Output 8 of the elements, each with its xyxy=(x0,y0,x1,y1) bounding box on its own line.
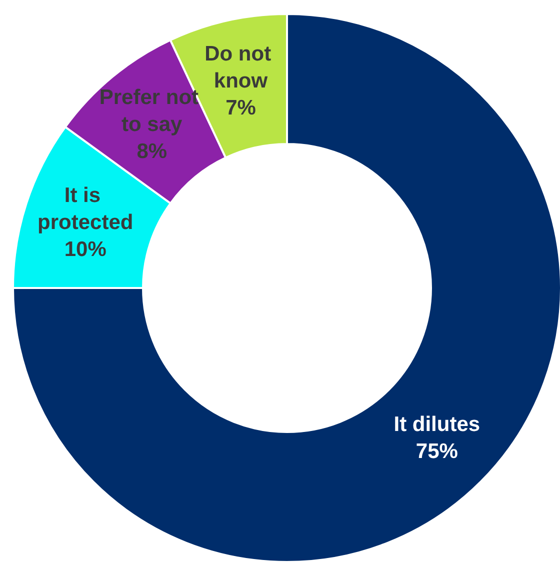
slice-label: It is protected xyxy=(38,184,134,234)
data-label: 8% xyxy=(136,140,168,164)
data-label: 10% xyxy=(64,238,107,261)
slice-label: Prefer not to say xyxy=(99,86,204,136)
data-label: 75% xyxy=(416,440,458,463)
data-label: 7% xyxy=(226,96,256,120)
slice-label: Do not know xyxy=(204,42,277,93)
slice-label: It dilutes xyxy=(394,412,480,436)
